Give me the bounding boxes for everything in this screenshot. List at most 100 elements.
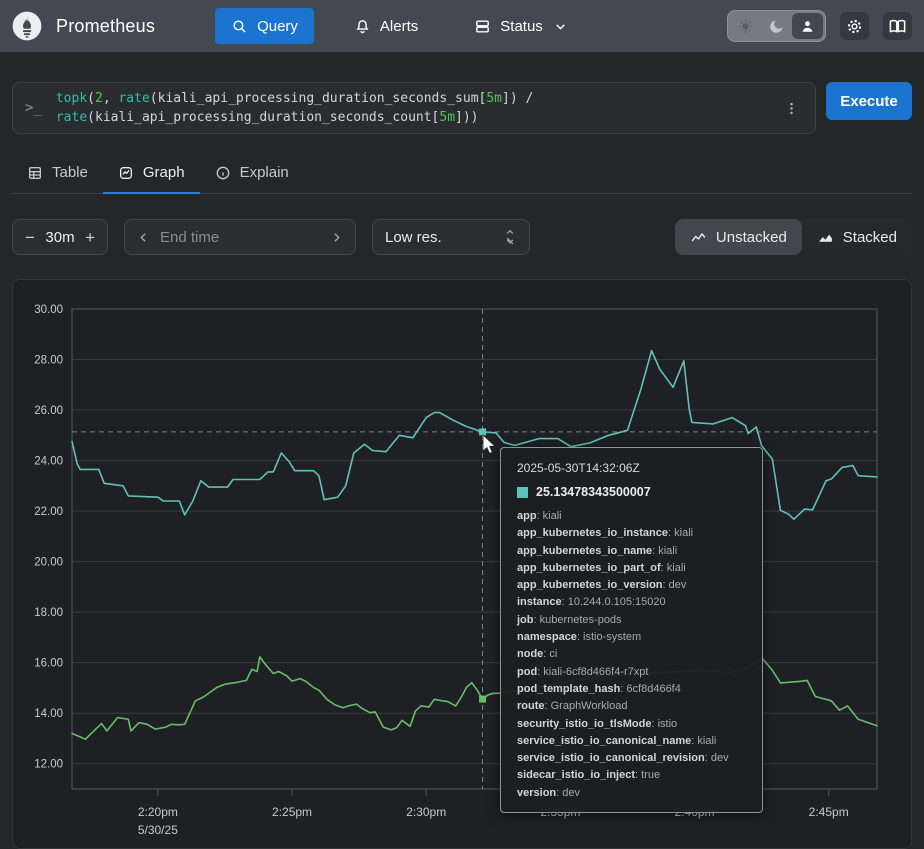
- hover-point-marker: [479, 428, 486, 435]
- settings-button[interactable]: [840, 12, 869, 40]
- stack-toggle: Unstacked Stacked: [675, 219, 912, 255]
- bell-icon: [354, 18, 371, 35]
- app-title: Prometheus: [56, 16, 155, 37]
- x-axis-date-label: 5/30/25: [138, 823, 178, 837]
- y-axis-tick-label: 12.00: [34, 759, 63, 771]
- query-menu-button[interactable]: [780, 100, 803, 117]
- tab-graph[interactable]: Graph: [103, 156, 200, 194]
- table-icon: [27, 165, 43, 181]
- graph-icon: [118, 165, 134, 181]
- code-token: 5m: [439, 110, 455, 125]
- tab-table-label: Table: [52, 164, 88, 181]
- x-axis-tick-label: 2:45pm: [809, 805, 849, 819]
- theme-toggle: [727, 10, 826, 42]
- y-axis-tick-label: 18.00: [34, 607, 63, 619]
- graph-panel: 30.0028.0026.0024.0022.0020.0018.0016.00…: [12, 279, 912, 849]
- theme-system-button[interactable]: [792, 13, 823, 39]
- nav-status-button[interactable]: Status: [458, 8, 583, 44]
- graph-controls: − 30m + End time Low res. Unstacked Stac…: [12, 219, 912, 255]
- book-icon: [888, 17, 907, 36]
- y-axis-tick-label: 30.00: [34, 304, 63, 316]
- tooltip-label-row: app_kubernetes_io_part_of: kiali: [517, 560, 746, 577]
- info-icon: [215, 165, 231, 181]
- chevron-down-icon: [554, 20, 567, 33]
- nav-query-button[interactable]: Query: [215, 8, 314, 44]
- x-axis-tick-label: 2:20pm: [138, 805, 178, 819]
- code-token: rate: [118, 91, 149, 106]
- code-token: rate: [56, 110, 87, 125]
- theme-dark-button[interactable]: [761, 13, 792, 39]
- tooltip-label-row: app_kubernetes_io_name: kiali: [517, 543, 746, 560]
- tooltip-label-row: service_istio_io_canonical_name: kiali: [517, 733, 746, 750]
- y-axis-tick-label: 14.00: [34, 708, 63, 720]
- code-token: kiali_api_processing_duration_seconds_co…: [95, 110, 432, 125]
- y-axis-tick-label: 28.00: [34, 355, 63, 367]
- tab-graph-label: Graph: [143, 164, 185, 181]
- end-time-control: End time: [124, 219, 356, 255]
- tab-explain[interactable]: Explain: [200, 156, 304, 194]
- tooltip-labels: app: kialiapp_kubernetes_io_instance: ki…: [517, 508, 746, 802]
- chevron-left-icon[interactable]: [137, 231, 150, 244]
- chevron-up-down-icon: [503, 229, 517, 245]
- code-token: ,: [103, 91, 119, 106]
- line-chart-icon: [690, 229, 707, 246]
- series-color-swatch: [517, 487, 528, 498]
- stacked-button[interactable]: Stacked: [802, 219, 912, 255]
- code-token: topk: [56, 91, 87, 106]
- sun-icon: [737, 18, 754, 35]
- prometheus-logo-icon: [12, 11, 42, 41]
- query-editor[interactable]: >_ topk(2, rate(kiali_api_processing_dur…: [12, 82, 816, 134]
- y-axis-tick-label: 20.00: [34, 557, 63, 569]
- nav-status-label: Status: [500, 18, 543, 35]
- tooltip-label-row: app_kubernetes_io_version: dev: [517, 577, 746, 594]
- code-token: (: [87, 110, 95, 125]
- tooltip-label-row: pod_template_hash: 6cf8d466f4: [517, 681, 746, 698]
- tooltip-label-row: version: dev: [517, 785, 746, 802]
- kebab-menu-icon: [784, 100, 799, 117]
- code-token: 5m: [486, 91, 502, 106]
- tooltip-label-row: route: GraphWorkload: [517, 698, 746, 715]
- moon-icon: [768, 18, 785, 35]
- tooltip-label-row: sidecar_istio_io_inject: true: [517, 767, 746, 784]
- user-icon: [799, 18, 816, 35]
- main-nav: Query Alerts Status: [215, 8, 583, 44]
- tab-explain-label: Explain: [240, 164, 289, 181]
- execute-button[interactable]: Execute: [826, 82, 912, 120]
- nav-alerts-label: Alerts: [380, 18, 418, 35]
- gear-icon: [845, 17, 864, 36]
- code-token: (: [150, 91, 158, 106]
- unstacked-label: Unstacked: [716, 229, 787, 246]
- chevron-right-icon[interactable]: [330, 231, 343, 244]
- tooltip-label-row: node: ci: [517, 646, 746, 663]
- tooltip-label-row: job: kubernetes-pods: [517, 612, 746, 629]
- docs-button[interactable]: [883, 12, 912, 40]
- code-token: (: [87, 91, 95, 106]
- area-chart-icon: [817, 229, 834, 246]
- tooltip-label-row: app: kiali: [517, 508, 746, 525]
- resolution-value: Low res.: [385, 229, 442, 246]
- promql-expression[interactable]: topk(2, rate(kiali_api_processing_durati…: [56, 89, 780, 127]
- range-control: − 30m +: [12, 219, 108, 255]
- theme-light-button[interactable]: [730, 13, 761, 39]
- unstacked-button[interactable]: Unstacked: [675, 219, 802, 255]
- prometheus-app: { "navbar": { "brand": "Prometheus", "it…: [0, 0, 924, 840]
- range-decrease-button[interactable]: −: [23, 229, 37, 246]
- x-axis-tick-label: 2:30pm: [406, 805, 446, 819]
- range-value[interactable]: 30m: [45, 229, 74, 246]
- x-axis-tick-label: 2:25pm: [272, 805, 312, 819]
- nav-alerts-button[interactable]: Alerts: [338, 8, 434, 44]
- resolution-select[interactable]: Low res.: [372, 219, 530, 255]
- end-time-input[interactable]: End time: [160, 229, 320, 246]
- y-axis-tick-label: 16.00: [34, 658, 63, 670]
- range-increase-button[interactable]: +: [83, 229, 97, 246]
- navbar: Prometheus Query Alerts Status: [0, 0, 924, 52]
- graph-canvas[interactable]: 30.0028.0026.0024.0022.0020.0018.0016.00…: [13, 280, 911, 848]
- tooltip-label-row: security_istio_io_tlsMode: istio: [517, 716, 746, 733]
- nav-query-label: Query: [257, 18, 298, 35]
- series-tooltip: 2025-05-30T14:32:06Z 25.13478343500007 a…: [500, 447, 763, 813]
- stacked-label: Stacked: [843, 229, 897, 246]
- tooltip-value: 25.13478343500007: [536, 485, 651, 499]
- tab-table[interactable]: Table: [12, 156, 103, 194]
- brand[interactable]: Prometheus: [12, 11, 155, 41]
- server-icon: [474, 18, 491, 35]
